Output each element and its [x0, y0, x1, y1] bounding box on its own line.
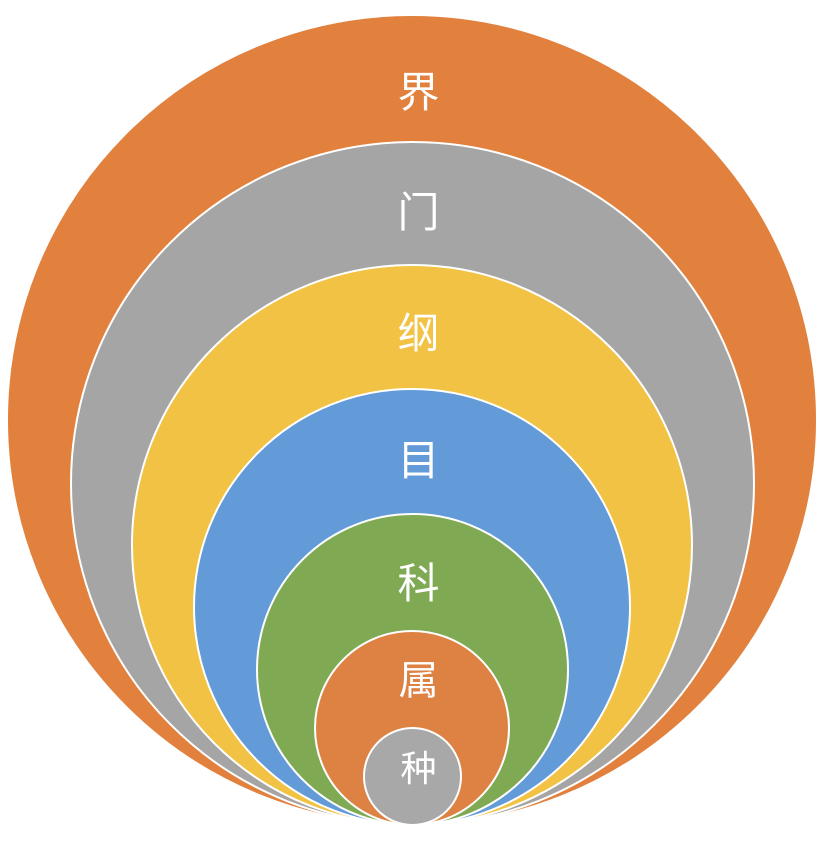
circle-label-kingdom: 界: [397, 68, 441, 117]
circle-label-order: 目: [397, 436, 441, 485]
circle-label-species: 种: [400, 749, 438, 790]
circle-level-7-species[interactable]: [362, 727, 462, 826]
circle-label-class: 纲: [397, 309, 441, 358]
circle-label-genus: 属: [398, 658, 440, 704]
circle-label-phylum: 门: [397, 188, 441, 237]
circle-label-family: 科: [397, 559, 441, 608]
